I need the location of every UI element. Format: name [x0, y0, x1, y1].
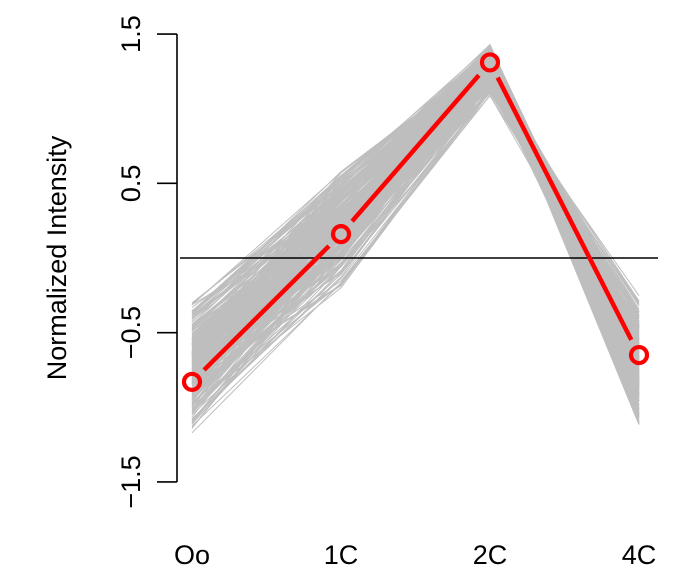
y-axis-title: Normalized Intensity	[42, 135, 72, 380]
x-axis-labels: Oo 1C 2C 4C	[174, 540, 656, 570]
y-axis: −1.5 −0.5 0.5 1.5	[116, 15, 178, 509]
x-tick-label: 4C	[622, 540, 657, 570]
series-line-segment	[350, 73, 481, 223]
background-profile-line	[191, 74, 640, 420]
series-layer	[181, 52, 650, 393]
y-tick-label: −0.5	[116, 306, 146, 359]
data-point	[479, 52, 501, 73]
y-tick-label: 0.5	[116, 165, 146, 203]
background-profile-line	[191, 62, 640, 411]
background-profile-line	[191, 51, 640, 394]
background-profile-line	[191, 87, 640, 394]
y-tick-label: −1.5	[116, 455, 146, 508]
background-profile-line	[191, 62, 640, 361]
background-profile-lines	[191, 43, 640, 434]
background-profile-line	[191, 87, 640, 369]
data-point	[628, 344, 650, 366]
background-profile-line	[191, 89, 640, 434]
x-tick-label: 2C	[473, 540, 508, 570]
y-tick-label: 1.5	[116, 15, 146, 53]
x-tick-label: 1C	[324, 540, 359, 570]
series-line-segment	[202, 244, 331, 372]
x-tick-label: Oo	[174, 540, 210, 570]
series-line-segment	[495, 76, 634, 341]
data-point	[181, 371, 203, 393]
background-profile-line	[191, 55, 640, 385]
background-profile-line	[191, 57, 640, 378]
data-point	[330, 224, 352, 245]
